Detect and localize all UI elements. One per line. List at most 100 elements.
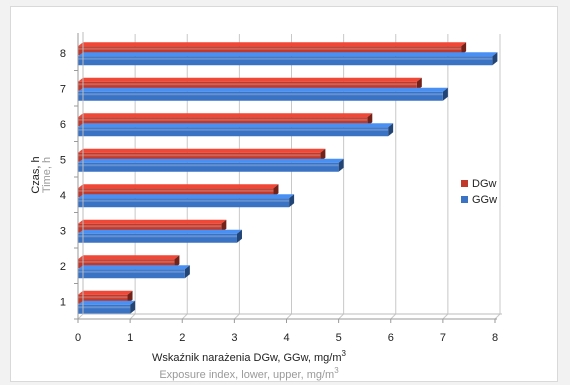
bar-top-face [78,184,279,189]
bar-dgw-8 [78,42,467,56]
bar-top-face [78,219,227,224]
y-tick-label: 7 [60,83,66,95]
bar-top-face [78,255,180,260]
bar-ggw-4 [78,194,295,208]
bar-front-face [78,223,222,233]
y-tick-label: 8 [60,48,66,60]
bar-ggw-6 [78,123,394,137]
x-axis-title: Wskaźnik narażenia DGw, GGw, mg/m3 [152,349,347,364]
bar-front-face [78,198,290,208]
bar-highlight [78,296,128,299]
floor-grid-line [129,313,136,320]
bar-highlight [78,118,368,121]
bar-front-face [78,188,274,198]
bar-top-face [78,300,136,305]
bar-highlight [78,306,131,309]
floor-grid-line [442,313,449,320]
bar-front-face [78,162,339,172]
floor-grid-line [338,313,344,320]
bar-highlight [78,260,175,263]
bar-front-face [78,304,131,314]
legend: DGw GGw [461,178,497,206]
bar-side-face [184,265,190,279]
legend-swatch-dgw [461,180,468,187]
bar-side-face [338,158,344,172]
bar-highlight [78,225,222,228]
bar-top-face [78,42,467,47]
floor-grid-line [286,313,292,320]
bar-highlight [78,164,339,167]
floor-grid-line [390,313,397,320]
bar-side-face [130,300,136,314]
bar-top-face [78,229,242,234]
bar-highlight [78,47,462,50]
bar-side-face [388,123,394,137]
bar-top-face [78,113,373,118]
bar-front-face [78,117,368,127]
bar-highlight [78,128,389,131]
bar-dgw-5 [78,148,326,162]
y-tick-label: 2 [60,261,66,273]
y-tick-label: 1 [60,296,66,308]
bar-top-face [78,148,326,153]
bar-dgw-4 [78,184,279,198]
bar-highlight [78,154,321,157]
x-tick-label: 1 [127,332,133,344]
legend-swatch-ggw [461,196,468,203]
bar-top-face [78,123,394,128]
x-tick-label: 3 [231,332,237,344]
bar-top-face [78,265,190,270]
x-tick-label: 0 [75,332,81,344]
bar-ggw-2 [78,265,190,279]
bar-front-face [78,294,128,304]
bar-side-face [273,184,279,198]
legend-label-ggw: GGw [472,194,497,206]
floor-grid-line [234,313,240,320]
y-tick-label: 6 [60,119,66,131]
bar-ggw-1 [78,300,136,314]
bar-top-face [78,87,448,92]
y-axis-title-secondary: Time, h [41,157,53,193]
bar-front-face [78,56,493,66]
bar-front-face [78,81,417,91]
bar-highlight [78,83,417,86]
x-tick-label: 8 [492,332,498,344]
bar-front-face [78,269,185,279]
bar-highlight [78,235,237,238]
bar-top-face [78,290,133,295]
bar-top-face [78,194,295,199]
bar-front-face [78,127,389,137]
bar-highlight [78,57,493,60]
bar-highlight [78,270,185,273]
bar-top-face [78,77,422,82]
bar-dgw-3 [78,219,227,233]
floor-grid-line [77,313,84,320]
bar-side-face [236,229,242,243]
bar-top-face [78,52,498,57]
bar-side-face [289,194,295,208]
bar-dgw-6 [78,113,373,127]
bar-dgw-1 [78,290,133,304]
bar-ggw-7 [78,87,448,101]
bar-ggw-5 [78,158,344,172]
x-axis-title-secondary: Exposure index, lower, upper, mg/m3 [159,366,339,381]
bar-side-face [442,87,448,101]
x-tick-label: 4 [283,332,289,344]
bars-layer [78,42,498,314]
bar-side-face [416,77,422,91]
y-tick-label: 5 [60,154,66,166]
bar-front-face [78,91,443,101]
bar-side-face [320,148,326,162]
bar-side-face [127,290,133,304]
bar-side-face [367,113,373,127]
bar-side-face [174,255,180,269]
bar-front-face [78,233,237,243]
floor-grid-line [494,313,501,320]
bar-front-face [78,152,321,162]
floor-grid-line [181,313,188,320]
y-tick-label: 4 [60,190,66,202]
bar-highlight [78,189,274,192]
bar-highlight [78,93,443,96]
x-tick-label: 7 [440,332,446,344]
bar-front-face [78,46,462,56]
